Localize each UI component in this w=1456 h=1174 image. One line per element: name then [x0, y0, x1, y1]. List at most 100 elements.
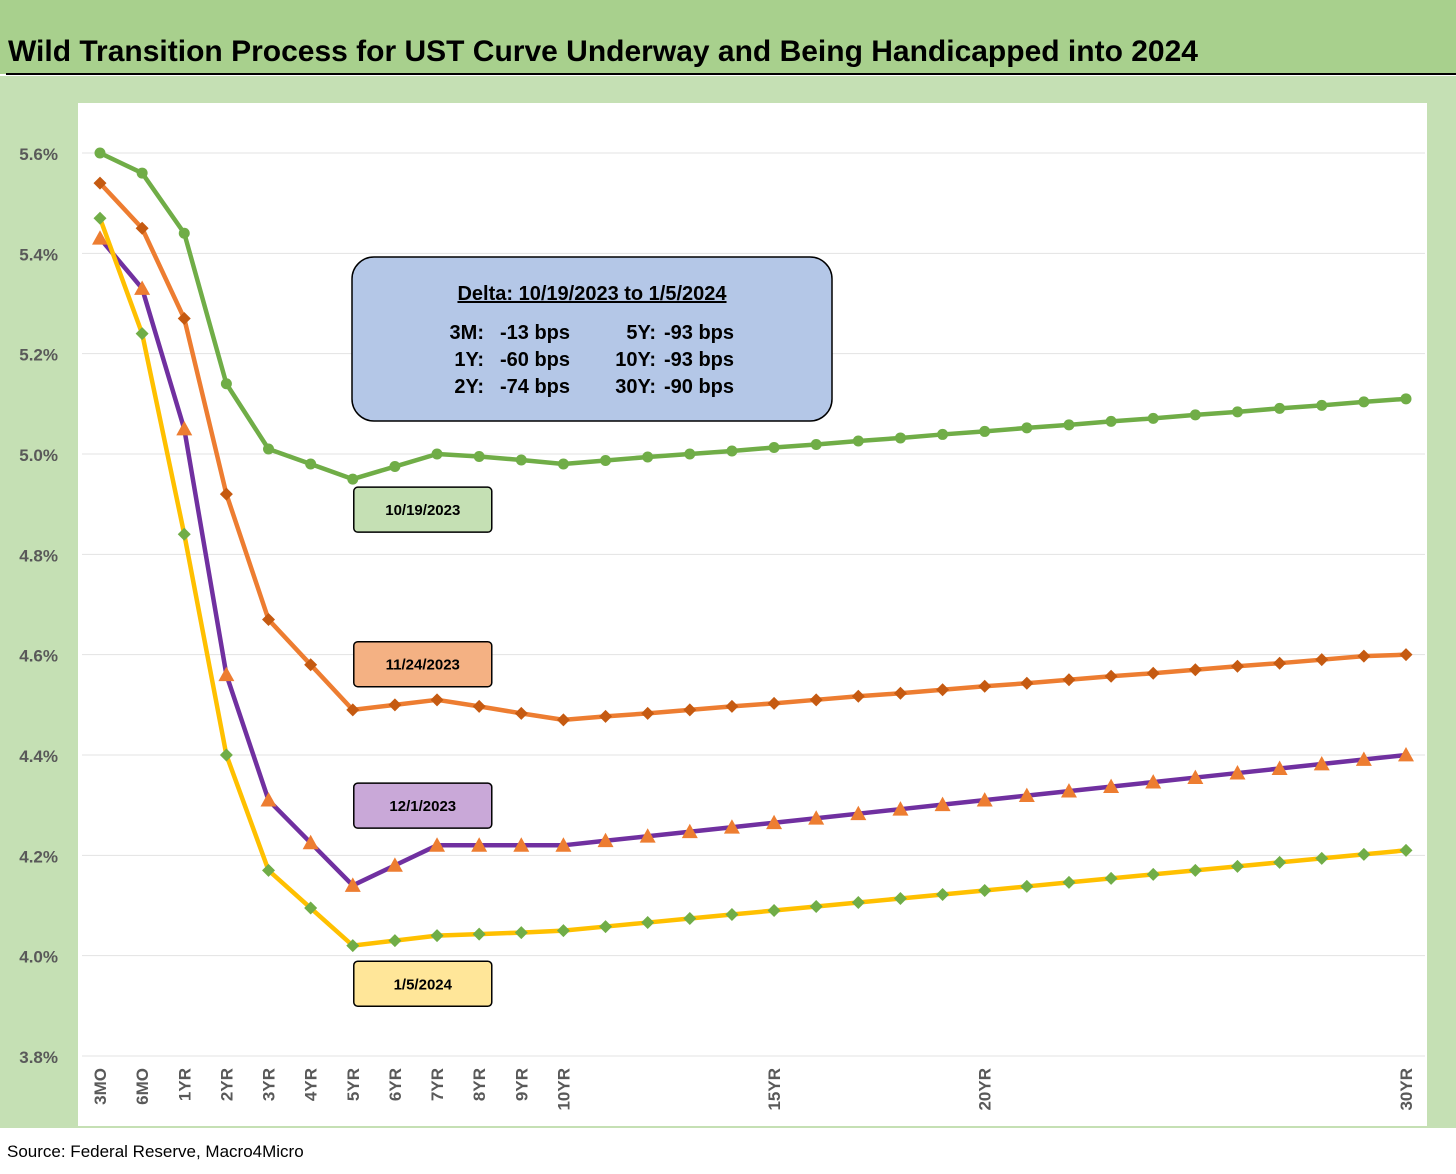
data-point: [220, 378, 232, 390]
x-tick-label: 15YR: [765, 1068, 784, 1111]
x-tick-label: 3MO: [91, 1068, 110, 1105]
data-point: [1146, 666, 1160, 680]
data-point: [262, 613, 276, 627]
data-point: [1060, 783, 1077, 798]
data-point: [937, 428, 949, 440]
data-point: [347, 473, 359, 485]
data-point: [936, 683, 950, 697]
data-point: [1063, 419, 1075, 431]
x-tick-label: 10YR: [554, 1068, 573, 1111]
x-axis-ticks: 3MO 6MO 1YR 2YR 3YR 4YR 5YR 6YR 7YR 8YR 9YR 10YR 15Y…: [91, 1068, 1416, 1111]
x-tick-label: 3YR: [260, 1068, 279, 1101]
data-point: [513, 837, 530, 852]
data-point: [557, 458, 569, 470]
data-point: [304, 901, 318, 915]
data-point: [684, 448, 696, 460]
data-point: [555, 837, 572, 852]
series-line: [97, 215, 1409, 948]
y-tick-label: 4.2%: [19, 847, 58, 866]
data-point: [1273, 656, 1287, 670]
x-tick-label: 8YR: [470, 1068, 489, 1101]
data-point: [767, 904, 781, 918]
data-point: [472, 699, 486, 713]
data-point: [725, 908, 739, 922]
data-point: [1355, 751, 1372, 766]
data-point: [176, 420, 193, 436]
data-point: [1230, 859, 1244, 873]
x-tick-label: 6MO: [133, 1068, 152, 1105]
data-point: [639, 828, 656, 843]
data-point: [934, 796, 951, 812]
data-point: [893, 891, 907, 905]
data-point: [976, 792, 993, 807]
y-tick-label: 4.4%: [19, 747, 58, 766]
data-point: [1315, 653, 1329, 667]
data-point: [1400, 393, 1412, 405]
data-point: [1231, 406, 1243, 418]
delta-key: 3M:: [450, 322, 484, 344]
data-point: [1021, 422, 1033, 434]
data-point: [93, 176, 107, 190]
data-point: [641, 916, 655, 930]
data-point: [1062, 673, 1076, 687]
data-point: [515, 454, 527, 466]
data-point: [1188, 663, 1202, 677]
data-point: [386, 857, 403, 872]
data-point: [304, 658, 318, 672]
data-point: [600, 455, 612, 467]
data-point: [1104, 669, 1118, 683]
data-point: [260, 792, 277, 807]
y-tick-label: 5.2%: [19, 346, 58, 365]
title-divider: [6, 73, 1456, 75]
x-tick-label: 4YR: [302, 1068, 321, 1101]
y-tick-label: 5.4%: [19, 245, 58, 264]
data-point: [93, 211, 107, 225]
data-point: [726, 445, 738, 457]
x-tick-label: 5YR: [344, 1068, 363, 1101]
data-point: [681, 823, 698, 839]
data-point: [978, 679, 992, 693]
data-point: [1187, 769, 1204, 784]
data-point: [346, 703, 360, 717]
delta-key: 5Y:: [626, 322, 656, 344]
data-point: [1018, 787, 1035, 803]
delta-value: -93 bps: [664, 349, 734, 371]
data-point: [1399, 648, 1413, 662]
data-point: [429, 837, 446, 852]
data-point: [388, 934, 402, 948]
data-point: [263, 443, 275, 455]
series-label-box: [353, 486, 493, 533]
data-point: [597, 832, 614, 848]
series-labels: 10/19/2023 11/24/2023 12/1/2023 1/5/2024: [353, 486, 493, 1008]
series-label: 11/24/2023: [386, 657, 460, 674]
data-point: [1357, 847, 1371, 861]
data-point: [1103, 778, 1120, 794]
data-point: [556, 713, 570, 727]
delta-value: -13 bps: [500, 322, 570, 344]
data-point: [978, 883, 992, 897]
delta-key: 30Y:: [615, 376, 656, 398]
data-point: [219, 748, 233, 762]
delta-value: -74 bps: [500, 376, 570, 398]
data-point: [851, 895, 865, 909]
data-point: [1105, 415, 1117, 427]
data-point: [177, 527, 191, 541]
series-label: 12/1/2023: [389, 798, 456, 815]
y-tick-label: 5.0%: [19, 446, 58, 465]
delta-key: 2Y:: [454, 376, 484, 398]
data-point: [178, 227, 190, 239]
data-point: [1020, 676, 1034, 690]
data-point: [430, 693, 444, 707]
series-line: [97, 180, 1409, 723]
data-point: [1398, 747, 1414, 762]
data-point: [936, 887, 950, 901]
data-point: [642, 451, 654, 463]
data-point: [430, 929, 444, 943]
series-lines: [92, 147, 1414, 953]
data-point: [725, 699, 739, 713]
x-tick-label: 1YR: [175, 1068, 194, 1101]
data-point: [599, 709, 613, 723]
data-point: [388, 698, 402, 712]
delta-key: 10Y:: [615, 349, 656, 371]
